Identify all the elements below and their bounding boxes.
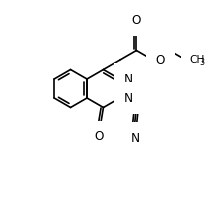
Text: N: N	[124, 72, 133, 85]
Text: O: O	[95, 130, 104, 143]
Text: N: N	[124, 91, 133, 104]
Text: N: N	[131, 132, 140, 145]
Text: O: O	[132, 14, 141, 27]
Text: O: O	[156, 54, 165, 67]
Text: 3: 3	[200, 58, 205, 67]
Text: CH: CH	[190, 55, 205, 65]
